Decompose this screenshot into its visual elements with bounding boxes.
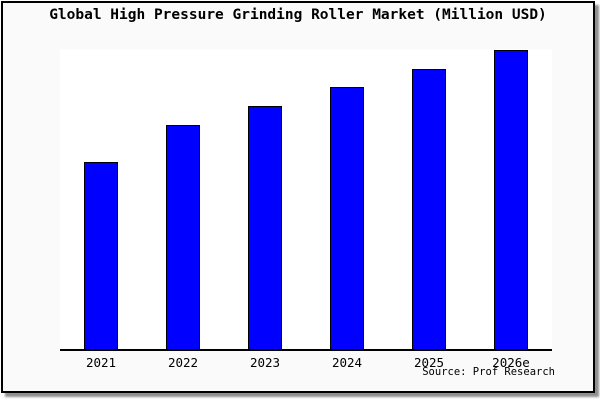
bar-2023 <box>248 106 282 349</box>
x-axis-line <box>60 349 552 351</box>
chart-title: Global High Pressure Grinding Roller Mar… <box>49 7 547 23</box>
bar-slot-2021 <box>60 49 142 349</box>
bar-2025 <box>412 69 446 349</box>
x-axis-labels: 2021 2022 2023 2024 2025 2026e <box>60 355 552 370</box>
bar-slot-2022 <box>142 49 224 349</box>
bars-row <box>60 49 552 349</box>
plot-area <box>60 49 552 351</box>
bar-slot-2026e <box>470 49 552 349</box>
bar-2024 <box>330 87 364 349</box>
source-note: Source: Prof Research <box>422 366 555 378</box>
x-axis-label-2023: 2023 <box>249 355 281 370</box>
chart-frame: Global High Pressure Grinding Roller Mar… <box>1 1 595 393</box>
bar-2026e <box>494 49 528 349</box>
bar-slot-2023 <box>224 49 306 349</box>
x-axis-label-2024: 2024 <box>331 355 363 370</box>
x-axis-label-2026e: 2026e <box>492 355 530 370</box>
x-axis-label-2022: 2022 <box>167 355 199 370</box>
bar-2021 <box>84 162 118 349</box>
bar-2022 <box>166 124 200 349</box>
bar-slot-2025 <box>388 49 470 349</box>
x-axis-label-2021: 2021 <box>85 355 117 370</box>
x-axis-label-2025: 2025 <box>413 355 445 370</box>
bar-slot-2024 <box>306 49 388 349</box>
